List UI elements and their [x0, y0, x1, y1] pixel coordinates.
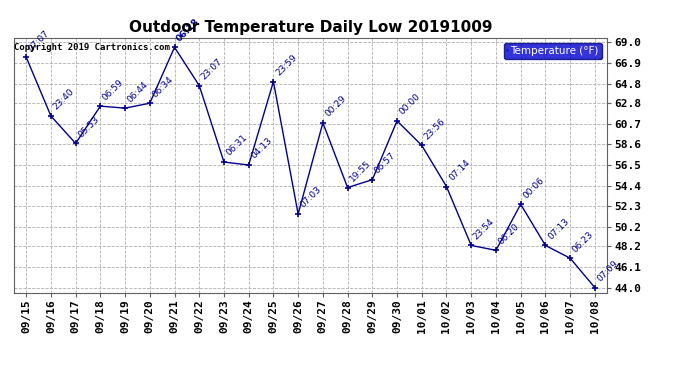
- Text: 23:56: 23:56: [422, 117, 447, 141]
- Text: 06:59: 06:59: [101, 77, 126, 102]
- Text: 23:07: 23:07: [200, 57, 224, 81]
- Text: 07:03: 07:03: [299, 185, 324, 210]
- Text: 06:18: 06:18: [175, 16, 201, 43]
- Text: 07:13: 07:13: [546, 217, 571, 241]
- Text: 07:09: 07:09: [595, 259, 620, 284]
- Text: 23:54: 23:54: [472, 217, 496, 241]
- Text: 07:14: 07:14: [447, 158, 472, 182]
- Text: 00:06: 00:06: [521, 176, 546, 200]
- Legend: Temperature (°F): Temperature (°F): [504, 43, 602, 59]
- Text: 00:00: 00:00: [397, 92, 422, 117]
- Text: 04:13: 04:13: [249, 136, 274, 161]
- Text: 19:55: 19:55: [348, 159, 373, 183]
- Text: 06:34: 06:34: [150, 75, 175, 99]
- Text: Copyright 2019 Cartronics.com: Copyright 2019 Cartronics.com: [14, 43, 170, 52]
- Text: 06:31: 06:31: [224, 133, 249, 158]
- Title: Outdoor Temperature Daily Low 20191009: Outdoor Temperature Daily Low 20191009: [129, 20, 492, 35]
- Text: 23:59: 23:59: [274, 53, 299, 78]
- Text: 23:40: 23:40: [52, 87, 76, 112]
- Text: 06:57: 06:57: [373, 151, 397, 176]
- Text: 00:29: 00:29: [324, 94, 348, 118]
- Text: 06:20: 06:20: [497, 222, 521, 246]
- Text: 05:53: 05:53: [76, 115, 101, 139]
- Text: 07:07: 07:07: [27, 28, 51, 53]
- Text: 06:23: 06:23: [571, 230, 595, 254]
- Text: 06:44: 06:44: [126, 80, 150, 104]
